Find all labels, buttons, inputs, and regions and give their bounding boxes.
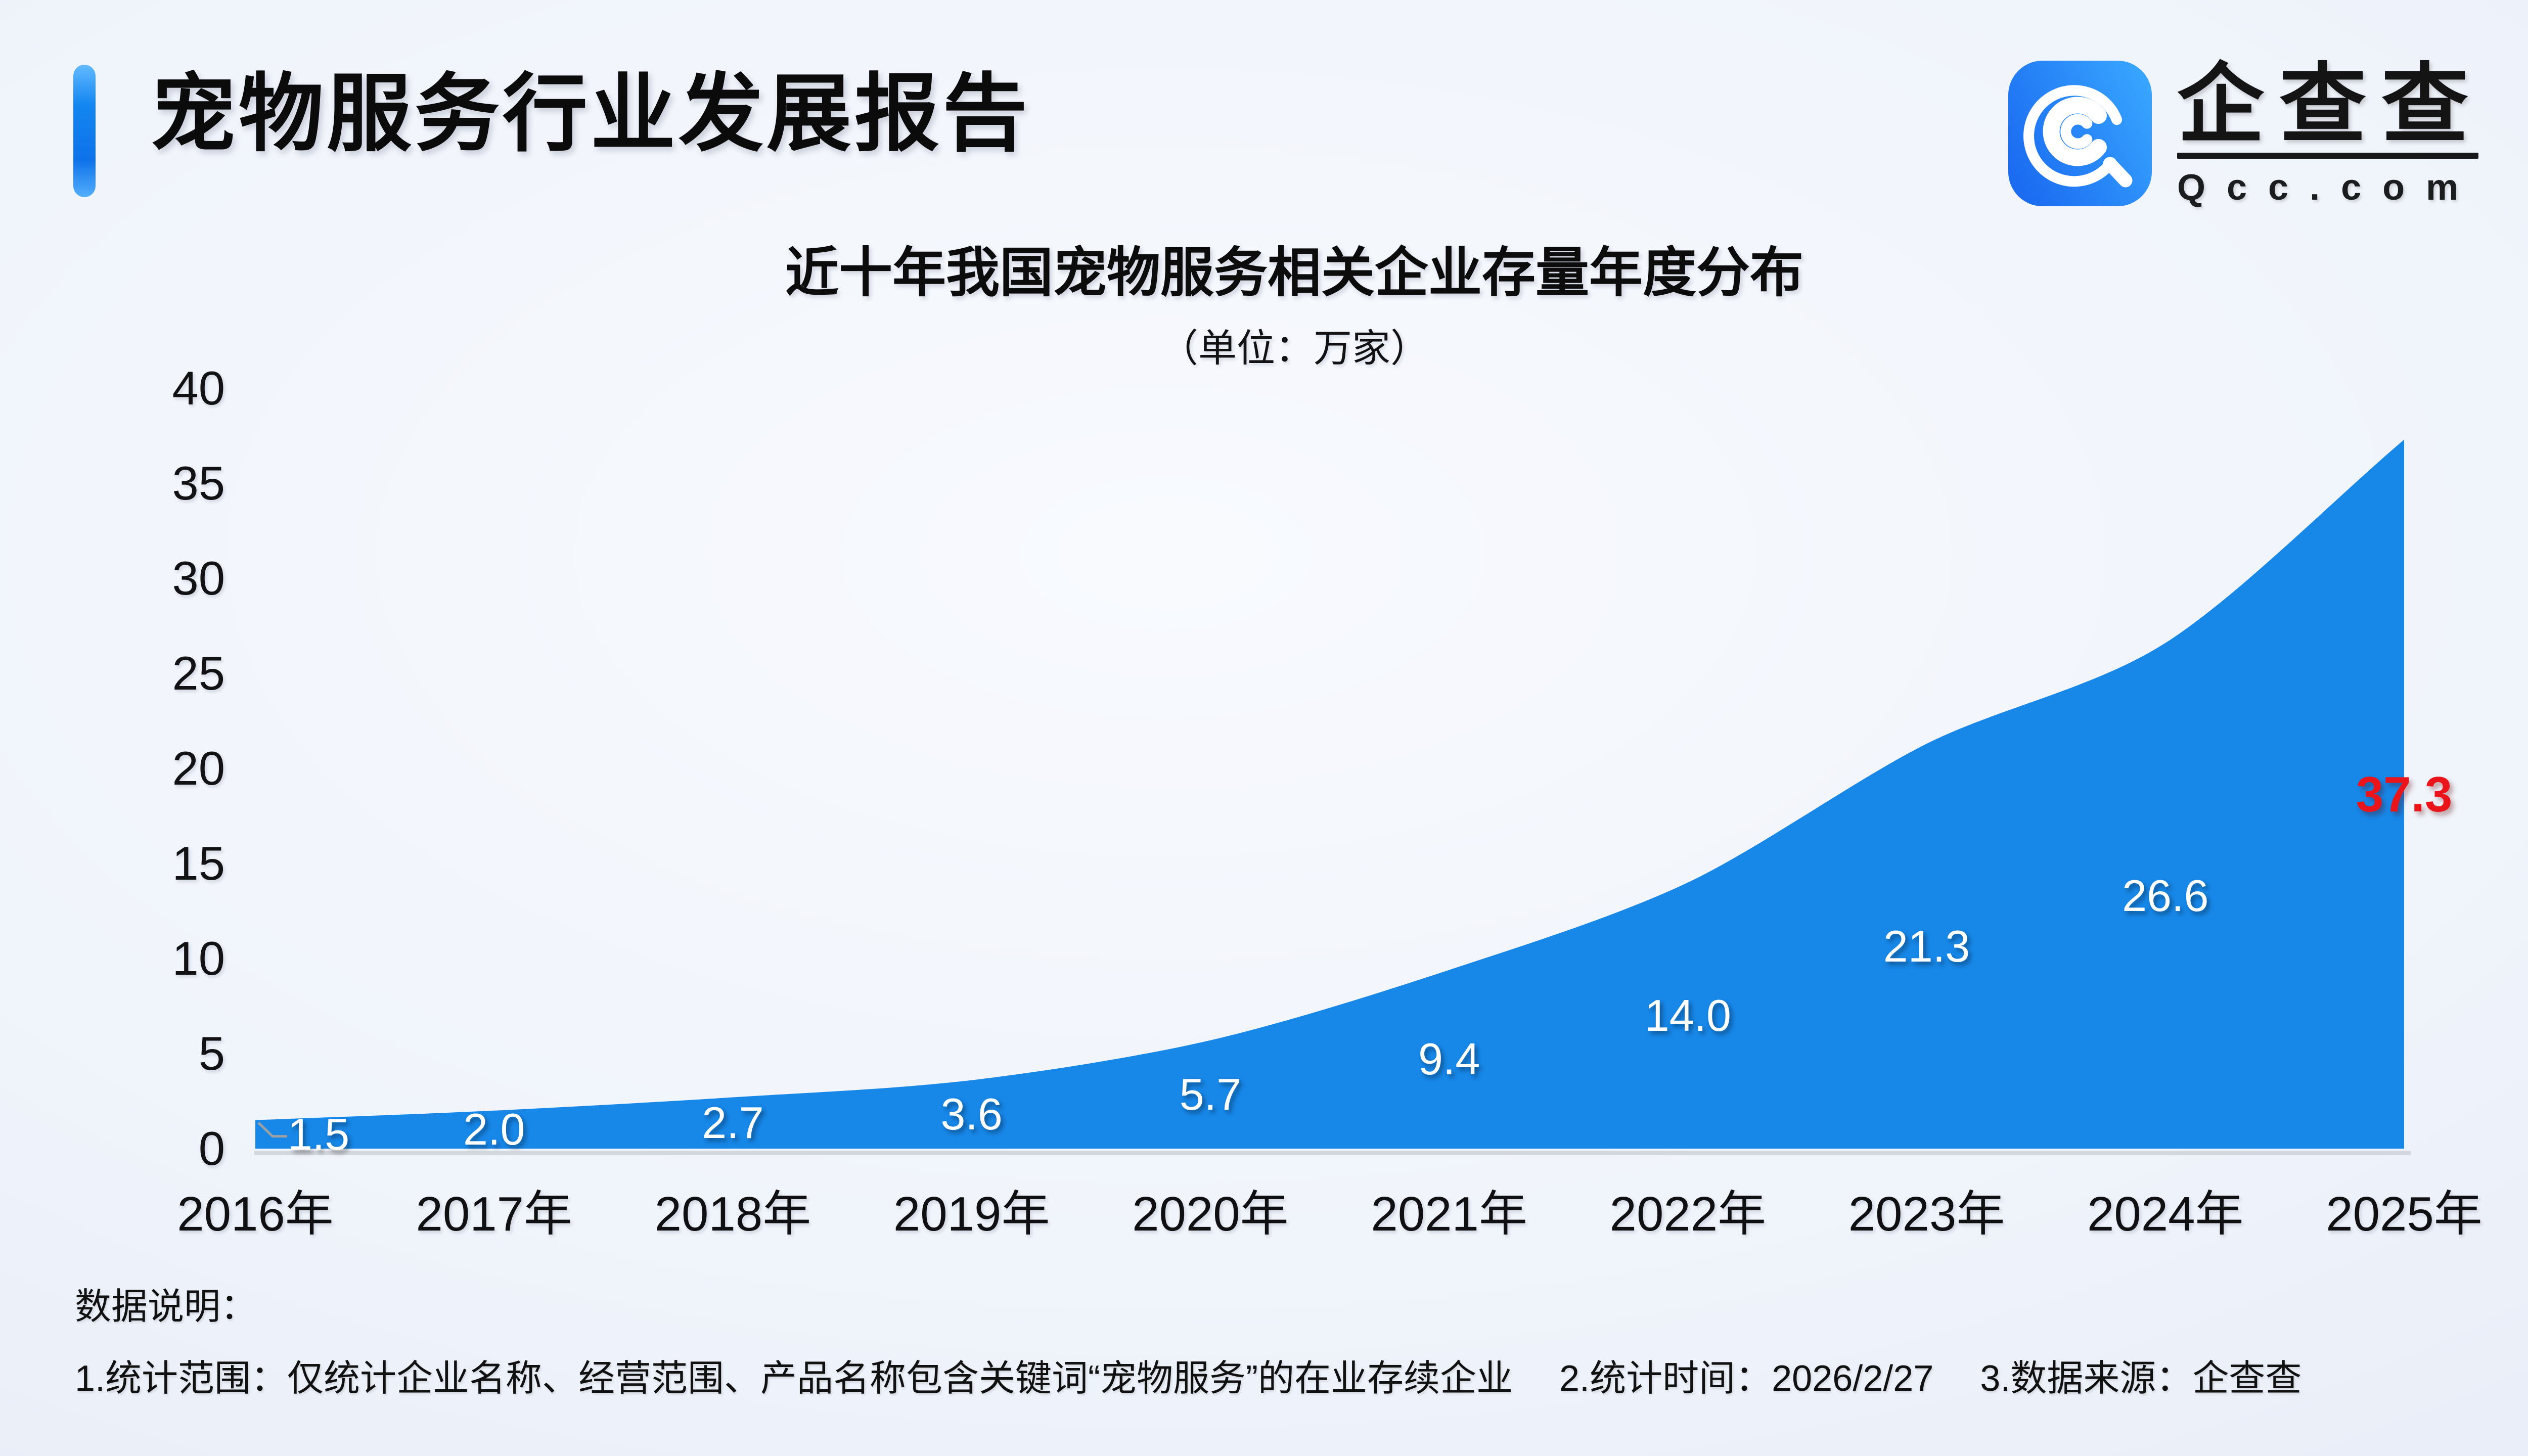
y-tick-5: 5 bbox=[198, 1027, 225, 1080]
y-tick-0: 0 bbox=[198, 1122, 225, 1175]
data-label-2023年: 21.3 bbox=[1883, 921, 1970, 971]
data-label-2019年: 3.6 bbox=[940, 1089, 1003, 1140]
note-source: 3.数据来源：企查查 bbox=[1980, 1358, 2302, 1399]
data-label-2024年: 26.6 bbox=[2122, 870, 2209, 921]
x-tick-2019年: 2019年 bbox=[893, 1187, 1050, 1241]
qcc-logo: 企查查 Qcc.com bbox=[2007, 60, 2484, 208]
x-tick-2018年: 2018年 bbox=[654, 1187, 811, 1241]
note-scope: 1.统计范围：仅统计企业名称、经营范围、产品名称包含关键词“宠物服务”的在业存续… bbox=[75, 1358, 1513, 1399]
y-tick-40: 40 bbox=[172, 361, 225, 415]
notes-line: 1.统计范围：仅统计企业名称、经营范围、产品名称包含关键词“宠物服务”的在业存续… bbox=[75, 1357, 2301, 1400]
y-tick-30: 30 bbox=[172, 552, 225, 605]
x-tick-2020年: 2020年 bbox=[1132, 1187, 1289, 1241]
x-tick-2023年: 2023年 bbox=[1848, 1187, 2005, 1241]
y-tick-35: 35 bbox=[172, 457, 225, 510]
title-accent-bar bbox=[73, 65, 96, 197]
logo-magnifier-handle bbox=[2103, 157, 2133, 188]
page-title: 宠物服务行业发展报告 bbox=[151, 66, 1030, 161]
data-label-2022年: 14.0 bbox=[1644, 990, 1731, 1040]
data-label-2017年: 2.0 bbox=[463, 1104, 525, 1155]
logo-name: 企查查 bbox=[2177, 56, 2484, 153]
logo-underline bbox=[2177, 153, 2478, 159]
chart-subtitle: （单位：万家） bbox=[1160, 327, 1429, 370]
x-tick-2022年: 2022年 bbox=[1609, 1187, 1767, 1241]
x-tick-2016年: 2016年 bbox=[177, 1187, 334, 1241]
x-tick-2021年: 2021年 bbox=[1371, 1187, 1527, 1241]
y-tick-20: 20 bbox=[172, 742, 225, 795]
logo-domain: Qcc.com bbox=[2177, 167, 2480, 208]
x-tick-2025年: 2025年 bbox=[2326, 1187, 2482, 1241]
qcc-spiral-magnifier-icon bbox=[2008, 61, 2152, 206]
logo-middle-c bbox=[2043, 97, 2107, 166]
logo-outer-ring bbox=[2023, 85, 2123, 187]
y-tick-10: 10 bbox=[172, 932, 225, 985]
logo-inner-c bbox=[2060, 114, 2093, 149]
data-label-2020年: 5.7 bbox=[1179, 1069, 1242, 1119]
y-tick-15: 15 bbox=[172, 837, 225, 890]
x-tick-2017年: 2017年 bbox=[416, 1187, 572, 1241]
note-time: 2.统计时间：2026/2/27 bbox=[1559, 1358, 1934, 1399]
data-label-2016年: 1.5 bbox=[287, 1109, 350, 1159]
logo-text-block: 企查查 Qcc.com bbox=[2177, 60, 2484, 208]
data-label-2025年: 37.3 bbox=[2356, 766, 2453, 822]
data-label-2018年: 2.7 bbox=[702, 1098, 764, 1148]
chart-title: 近十年我国宠物服务相关企业存量年度分布 bbox=[785, 243, 1803, 303]
x-tick-2024年: 2024年 bbox=[2087, 1187, 2244, 1241]
y-tick-25: 25 bbox=[172, 647, 225, 700]
data-label-2021年: 9.4 bbox=[1418, 1034, 1480, 1084]
notes-heading: 数据说明： bbox=[75, 1287, 257, 1327]
